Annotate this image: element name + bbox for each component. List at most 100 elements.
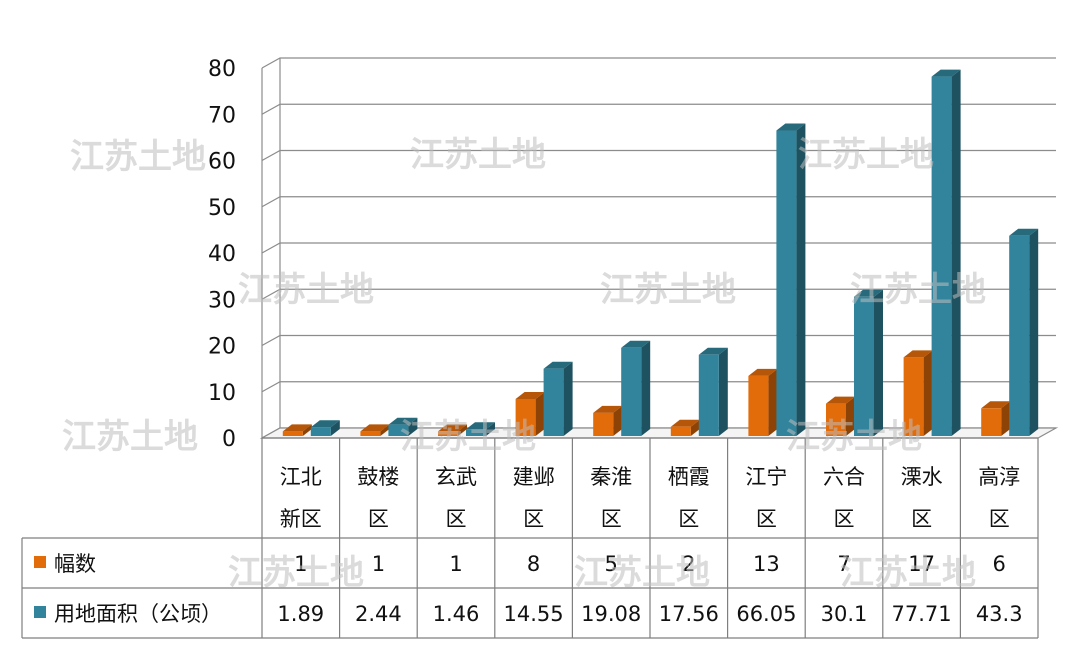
bar-top [903,350,933,358]
y-tick-label: 70 [208,103,236,128]
category-label: 秦淮 [590,465,632,489]
y-tick-label: 50 [208,196,236,221]
bar-side [1001,401,1011,436]
y-tick-label: 60 [208,150,236,175]
bar-count [826,396,855,436]
bar-side [951,69,961,436]
bar-top [670,419,700,427]
category-label: 区 [911,507,932,531]
bar-side [690,419,700,436]
category-label: 栖霞 [668,465,710,489]
bar-side [874,289,883,436]
bar-top [981,401,1011,409]
legend-label: 幅数 [54,552,96,576]
category-label: 江宁 [745,465,787,489]
bar-area [931,69,961,436]
bar-top [826,396,855,404]
watermark-text: 江苏土地 [238,270,374,310]
bars-layer [282,69,1039,437]
data-label: 1 [449,552,462,576]
bar-count [670,419,700,436]
watermark-text: 江苏土地 [840,553,976,593]
y-axis: 0 10 20 30 40 50 60 70 80 [208,57,236,452]
data-label: 6 [993,552,1006,576]
bar-side [302,424,312,436]
category-label: 新区 [280,507,322,531]
bar-count [903,350,933,436]
category-label: 区 [678,507,699,531]
bar-front [826,403,846,436]
bar-side [768,368,778,436]
category-label: 鼓楼 [357,465,399,489]
bar-area [543,361,573,436]
bar-side [613,405,623,436]
bar-side [796,123,806,437]
legend-swatch [34,556,46,568]
bar-side [535,392,545,436]
bar-count [593,405,623,436]
category-label: 六合 [823,465,865,489]
data-label: 1.89 [277,602,324,626]
bar-front [543,368,564,436]
bar-area [1009,228,1039,436]
bar-top [515,392,545,399]
bar-side [408,417,418,436]
bar-side [1029,228,1039,436]
bar-front [670,426,691,436]
bar-top [360,424,390,432]
gridline [261,57,1056,69]
y-tick-label: 40 [208,242,236,267]
legend-swatch [34,606,46,618]
bar-top [543,361,573,369]
bar-top [748,368,778,376]
bar-count [282,424,312,436]
data-label: 77.71 [892,602,952,626]
bar-top [854,289,883,297]
category-label: 玄武 [435,465,477,489]
bar-side [380,424,390,436]
bar-front [981,408,1002,436]
data-label: 17 [908,552,935,576]
bar-front [388,424,409,436]
category-label: 区 [446,507,467,531]
bar-side [330,420,340,436]
data-label: 2.44 [355,602,402,626]
bar-area [698,347,728,436]
bar-side [641,340,651,436]
category-label: 建邺 [513,465,555,489]
y-tick-label: 30 [208,288,236,313]
bar-top [698,347,728,355]
y-tick-label: 10 [208,381,236,406]
watermark-text: 江苏土地 [786,417,922,457]
category-label: 区 [756,507,777,531]
bar-area [466,422,495,436]
data-label: 13 [753,552,780,576]
bar-front [698,354,719,436]
watermark-text: 江苏土地 [62,417,198,457]
watermark-text: 江苏土地 [228,553,364,593]
bar-top [282,424,312,432]
bar-front [931,76,952,436]
bar-front [466,429,486,436]
data-label: 17.56 [659,602,719,626]
watermark-text: 江苏土地 [400,417,536,457]
data-label: 30.1 [821,602,868,626]
data-label: 8 [527,552,540,576]
bar-top [388,417,418,425]
bar-area [854,289,883,436]
y-tick-label: 80 [208,57,236,82]
category-label: 区 [834,507,855,531]
bar-front [903,357,924,436]
bar-top [931,69,961,77]
bar-count [515,392,545,436]
watermark-text: 江苏土地 [600,270,736,310]
bar-front [1009,235,1030,436]
bar-front [854,296,874,436]
bar-top [438,424,467,432]
bar-front [310,427,331,436]
data-label: 43.3 [976,602,1023,626]
watermark-text: 江苏土地 [410,135,546,175]
bar-front [621,347,642,436]
bar-count [981,401,1011,436]
